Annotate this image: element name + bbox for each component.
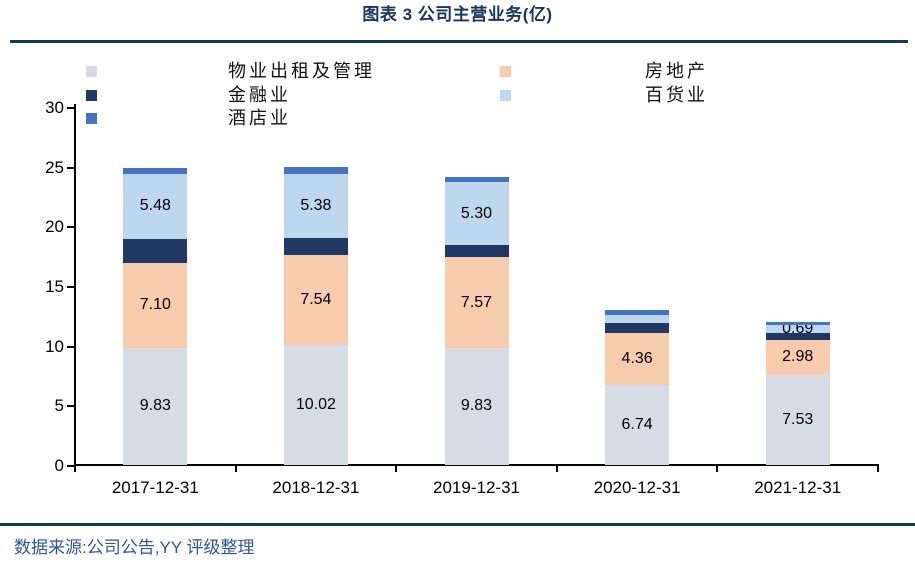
legend-swatch-finance [86, 90, 97, 101]
y-tick [67, 166, 74, 169]
y-tick-label: 30 [45, 98, 64, 117]
bar-segment-property-rental-management [605, 384, 670, 465]
bar-value-label: 7.57 [460, 293, 493, 311]
bar-segment-property-rental-management [283, 345, 348, 465]
legend-label-property-rental-management: 物业出租及管理 [228, 61, 375, 82]
x-axis-line [74, 464, 879, 466]
bar-segment-real-estate [765, 339, 830, 376]
bar-value-label: 4.36 [621, 349, 653, 367]
x-axis-label: 2018-12-31 [272, 478, 360, 497]
bar-value-label: 2.98 [782, 348, 814, 366]
bar-segment-property-rental-management [765, 375, 830, 465]
x-tick [74, 465, 76, 472]
bar-segment-hotel [123, 167, 188, 174]
legend-label-finance: 金融业 [228, 85, 291, 106]
bar-segment-finance [123, 239, 188, 263]
x-tick [716, 465, 719, 472]
x-tick [555, 465, 558, 472]
bar-segment-hotel [605, 309, 670, 315]
y-tick [67, 405, 74, 408]
bar-segment-real-estate [283, 255, 348, 346]
y-tick-label: 5 [54, 396, 64, 416]
source-note: 数据来源:公司公告,YY 评级整理 [14, 538, 255, 557]
bar-value-label: 5.30 [460, 204, 493, 222]
y-tick [67, 345, 74, 348]
bar-segment-hotel [765, 321, 830, 325]
bar-value-label: 5.38 [300, 197, 332, 215]
x-axis-label: 2017-12-31 [111, 478, 199, 497]
y-tick [67, 107, 74, 109]
legend-swatch-hotel [86, 113, 97, 124]
x-axis-label: 2019-12-31 [433, 478, 520, 497]
bar-segment-property-rental-management [123, 347, 188, 465]
bar-value-label: 10.02 [295, 396, 336, 414]
x-axis-label: 2020-12-31 [593, 478, 681, 497]
bar-segment-real-estate [444, 257, 509, 348]
bar-value-label: 5.48 [139, 197, 171, 215]
bar-segment-finance [605, 322, 670, 333]
bar-segment-real-estate [605, 332, 670, 385]
bar-segment-finance [283, 238, 348, 256]
legend-swatch-department-store [500, 90, 511, 101]
x-tick [234, 465, 237, 472]
bar-segment-department-store [765, 324, 830, 333]
legend-label-department-store: 百货业 [645, 85, 708, 106]
bar-segment-hotel [283, 167, 348, 174]
legend-swatch-real-estate [500, 66, 511, 77]
bar-value-label: 7.54 [300, 291, 332, 309]
y-tick-label: 10 [45, 336, 64, 356]
y-tick [67, 465, 74, 467]
y-tick-label: 15 [45, 277, 64, 296]
legend-label-hotel: 酒店业 [228, 108, 291, 129]
bar-value-label: 7.53 [782, 411, 814, 429]
bar-segment-department-store [605, 314, 670, 323]
bar-value-label: 6.74 [621, 415, 653, 433]
bar-segment-hotel [444, 176, 509, 183]
legend-label-real-estate: 房地产 [645, 61, 708, 82]
y-tick-label: 0 [54, 456, 64, 475]
x-axis-label: 2021-12-31 [754, 478, 842, 497]
x-tick [877, 465, 879, 472]
bar-value-label: 7.10 [139, 296, 171, 314]
bar-segment-real-estate [123, 262, 188, 348]
y-tick-label: 20 [45, 217, 64, 237]
y-tick-label: 25 [45, 157, 64, 177]
y-axis-line [74, 104, 76, 468]
bar-segment-department-store [283, 173, 348, 239]
bar-value-label: 9.83 [139, 397, 171, 415]
title-rule [10, 40, 908, 43]
bar-segment-department-store [123, 173, 188, 240]
source-rule [0, 523, 915, 526]
y-tick [67, 286, 74, 288]
y-tick [67, 226, 74, 229]
bar-value-label: 9.83 [460, 397, 493, 415]
bar-segment-property-rental-management [444, 347, 509, 465]
bar-segment-finance [765, 333, 830, 340]
legend-swatch-property-rental-management [86, 66, 97, 77]
bar-segment-department-store [444, 182, 509, 246]
chart-title: 图表 3 公司主营业务(亿) [362, 5, 553, 24]
bar-segment-finance [444, 245, 509, 258]
x-tick [395, 465, 398, 472]
